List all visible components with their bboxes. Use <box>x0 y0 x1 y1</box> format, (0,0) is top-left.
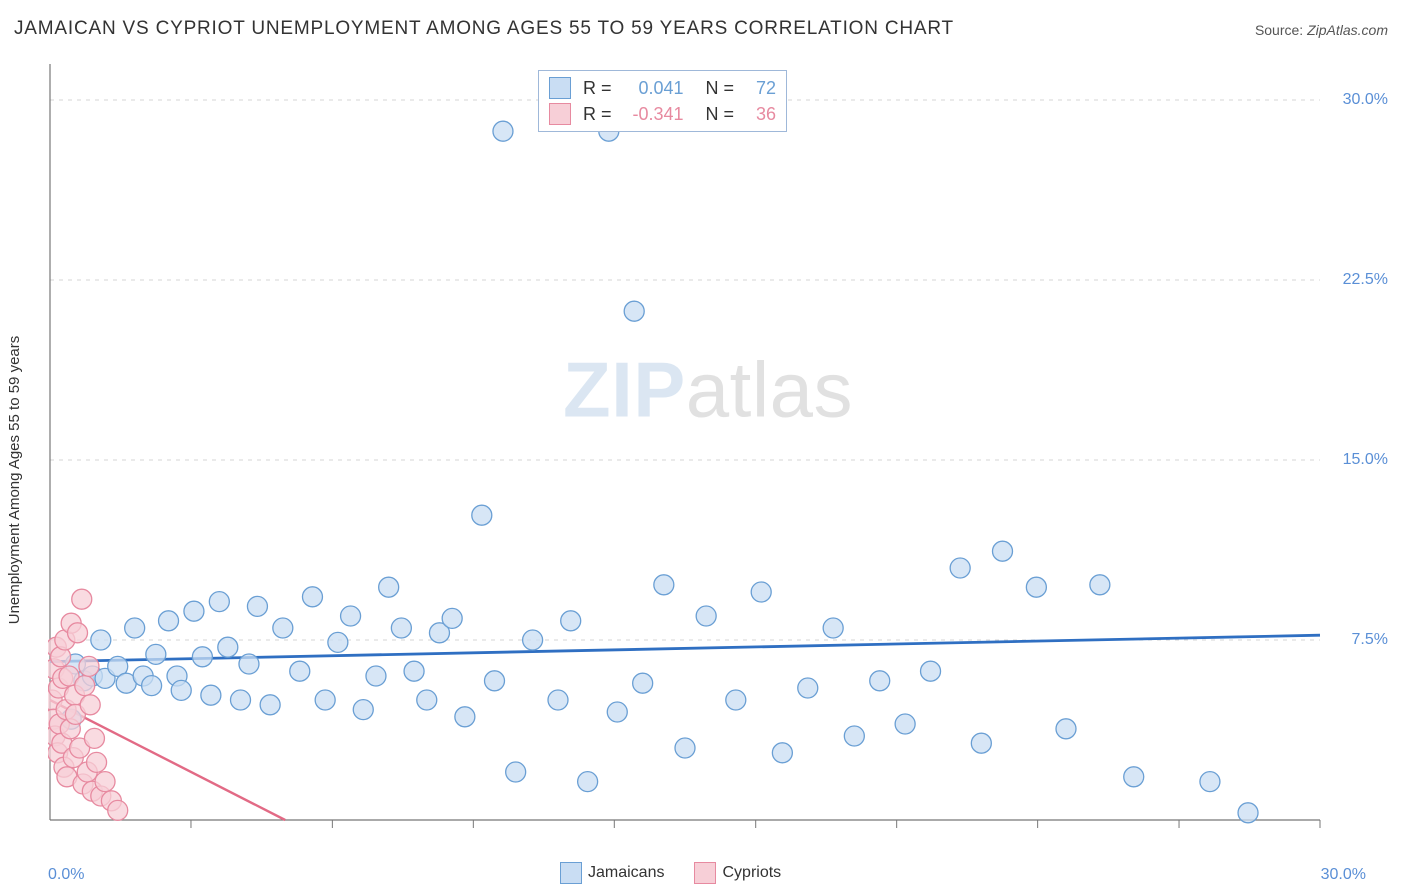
stat-r-label: R = <box>583 104 612 125</box>
stat-n-label: N = <box>706 104 735 125</box>
stat-r-value: 0.041 <box>620 78 684 99</box>
scatter-plot-svg <box>48 62 1368 842</box>
plot-area: ZIPatlas R = 0.041N = 72R = -0.341N = 36 <box>48 62 1368 842</box>
legend-label: Jamaicans <box>588 864 664 882</box>
stat-r-value: -0.341 <box>620 104 684 125</box>
legend: Jamaicans Cypriots <box>560 862 781 884</box>
stats-swatch <box>549 77 571 99</box>
stat-n-value: 72 <box>742 78 776 99</box>
legend-item: Cypriots <box>694 862 781 884</box>
stat-r-label: R = <box>583 78 612 99</box>
chart-container: Unemployment Among Ages 55 to 59 years Z… <box>0 50 1406 892</box>
source-attribution: Source: ZipAtlas.com <box>1255 22 1388 38</box>
y-tick-label: 15.0% <box>1343 451 1388 469</box>
legend-swatch <box>694 862 716 884</box>
legend-item: Jamaicans <box>560 862 664 884</box>
source-value: ZipAtlas.com <box>1307 22 1388 38</box>
stat-n-label: N = <box>706 78 735 99</box>
y-tick-label: 30.0% <box>1343 91 1388 109</box>
y-axis-label: Unemployment Among Ages 55 to 59 years <box>6 336 23 625</box>
x-axis-min-label: 0.0% <box>48 866 84 884</box>
correlation-stats-box: R = 0.041 N = 72 R = -0.341 N = 36 <box>538 70 787 132</box>
y-tick-label: 22.5% <box>1343 271 1388 289</box>
stats-swatch <box>549 103 571 125</box>
stats-row: R = 0.041 N = 72 <box>549 75 776 101</box>
source-label: Source: <box>1255 22 1303 38</box>
legend-label: Cypriots <box>722 864 781 882</box>
stat-n-value: 36 <box>742 104 776 125</box>
stats-row: R = -0.341 N = 36 <box>549 101 776 127</box>
legend-swatch <box>560 862 582 884</box>
x-axis-max-label: 30.0% <box>1321 866 1366 884</box>
chart-title: JAMAICAN VS CYPRIOT UNEMPLOYMENT AMONG A… <box>14 18 954 40</box>
y-tick-label: 7.5% <box>1352 631 1388 649</box>
